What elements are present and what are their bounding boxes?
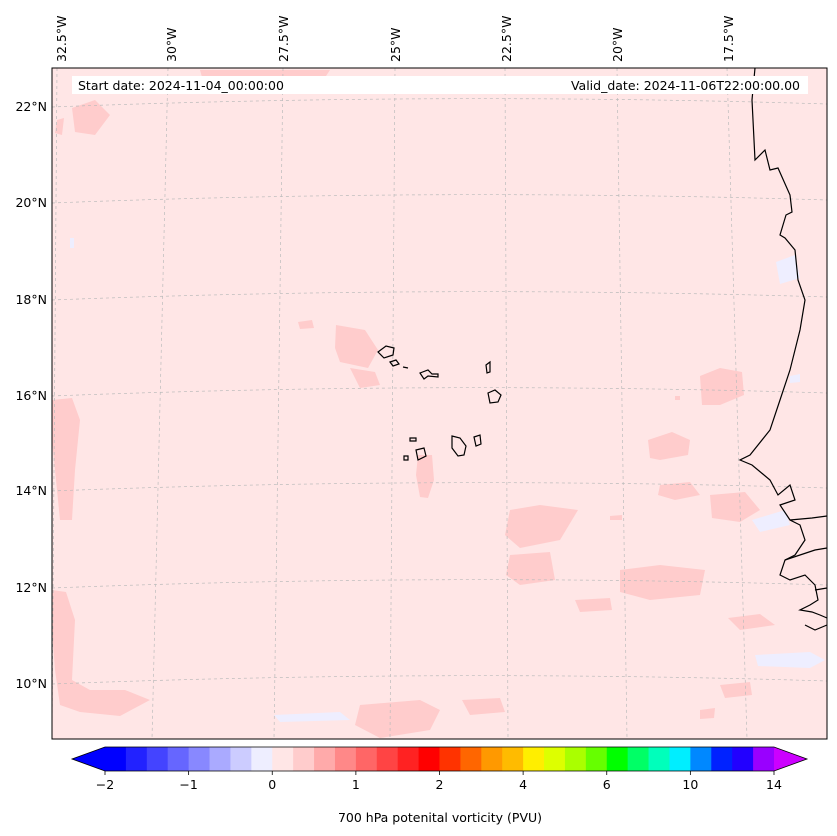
colorbar-ticks: −2 −1 0 1 2 4 6 10 14 (96, 771, 782, 792)
colorbar-under-arrow (72, 747, 105, 771)
colorbar-bin (481, 747, 503, 771)
cape-verde-islands (377, 345, 502, 461)
lat-label: 10°N (15, 676, 47, 691)
island-boa-vista (487, 389, 502, 404)
map-frame (51, 67, 828, 740)
island-islet (409, 437, 417, 442)
pv-shading (52, 70, 775, 738)
colorbar-bin (669, 747, 691, 771)
lat-label: 12°N (15, 580, 47, 595)
colorbar-bin (125, 747, 148, 771)
latitude-labels: 22°N 20°N 18°N 16°N 14°N 12°N 10°N (15, 99, 47, 691)
colorbar-bin (627, 747, 649, 771)
map-background (52, 68, 827, 739)
pv-low-shading (70, 238, 825, 722)
colorbar-bin (502, 747, 524, 771)
coastlines (738, 67, 828, 631)
longitude-labels: 32.5°W 30°W 27.5°W 25°W 22.5°W 20°W 17.5… (54, 16, 736, 62)
colorbar-bin (460, 747, 482, 771)
lat-label: 14°N (15, 483, 47, 498)
colorbar-bin (188, 747, 210, 771)
colorbar-bin (523, 747, 545, 771)
island-brava (403, 455, 409, 461)
lon-label: 32.5°W (54, 16, 69, 62)
colorbar-bin (732, 747, 754, 771)
colorbar-tick-label: 2 (436, 777, 444, 792)
colorbar-tick-label: 1 (352, 777, 360, 792)
island-maio (473, 434, 482, 447)
colorbar-bin (753, 747, 775, 771)
island-santiago (451, 435, 467, 457)
colorbar-bin (711, 747, 733, 771)
island-sao-nicolau (419, 369, 439, 380)
island-fogo (415, 447, 427, 461)
island-sal (485, 360, 491, 374)
colorbar-bin (105, 747, 127, 771)
colorbar-tick-label: 6 (603, 777, 611, 792)
lon-label: 17.5°W (721, 16, 736, 62)
colorbar-bin (355, 747, 378, 771)
colorbar-bin (167, 747, 190, 771)
colorbar-bin (146, 747, 169, 771)
colorbar-tick-label: 4 (519, 777, 527, 792)
colorbar-tick-label: −1 (179, 777, 197, 792)
lat-label: 18°N (15, 292, 47, 307)
colorbar-bin (397, 747, 419, 771)
lat-label: 16°N (15, 388, 47, 403)
colorbar-bin (585, 747, 608, 771)
colorbar-bin (544, 747, 566, 771)
graticule (51, 67, 828, 740)
lon-label: 25°W (388, 27, 403, 62)
valid-date-label: Valid_date: 2024-11-06T22:00:00.00 (571, 78, 800, 93)
lon-label: 22.5°W (499, 16, 514, 62)
colorbar-bin (439, 747, 461, 771)
island-sao-vicente (389, 359, 400, 367)
colorbar-tick-label: 14 (766, 777, 782, 792)
colorbar: −2 −1 0 1 2 4 6 10 14 700 hPa potenital vorticit… (70, 746, 809, 825)
colorbar-bin (272, 747, 294, 771)
colorbar-bin (690, 747, 712, 771)
colorbar-bin (314, 747, 336, 771)
lat-label: 22°N (15, 99, 47, 114)
colorbar-bin (564, 747, 587, 771)
lat-label: 20°N (15, 195, 47, 210)
colorbar-bins (105, 747, 775, 771)
colorbar-tick-label: 0 (268, 777, 276, 792)
colorbar-bin (230, 747, 252, 771)
island-santo-antao (377, 345, 395, 359)
colorbar-tick-label: 10 (682, 777, 698, 792)
lon-label: 27.5°W (276, 16, 291, 62)
date-header-box (72, 76, 808, 94)
lon-label: 20°W (610, 27, 625, 62)
colorbar-bin (251, 747, 273, 771)
start-date-label: Start date: 2024-11-04_00:00:00 (78, 78, 284, 93)
colorbar-bin (648, 747, 670, 771)
colorbar-bin (334, 747, 357, 771)
colorbar-bin (418, 747, 440, 771)
colorbar-over-arrow (774, 747, 807, 771)
colorbar-bin (209, 747, 231, 771)
island-santa-luzia (402, 366, 409, 369)
colorbar-label: 700 hPa potenital vorticity (PVU) (338, 810, 542, 825)
lon-label: 30°W (164, 27, 179, 62)
colorbar-bin (376, 747, 399, 771)
colorbar-bin (606, 747, 629, 771)
colorbar-tick-label: −2 (96, 777, 114, 792)
colorbar-bin (293, 747, 315, 771)
